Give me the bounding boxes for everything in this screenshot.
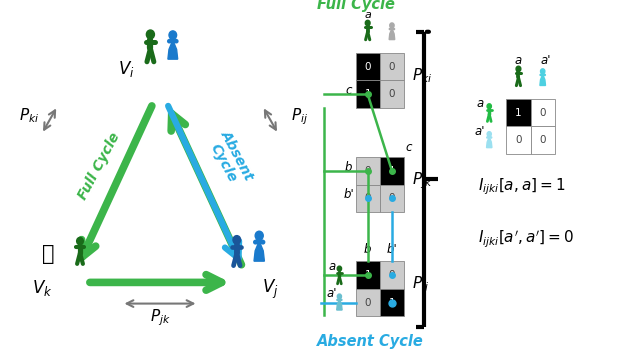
Text: 1: 1: [364, 89, 371, 99]
Text: 🏃: 🏃: [42, 244, 54, 264]
Text: a': a': [475, 125, 485, 138]
Bar: [380, 80, 404, 108]
Text: b': b': [387, 244, 397, 256]
Text: 0: 0: [515, 135, 522, 145]
Bar: [380, 261, 404, 289]
Text: a: a: [328, 260, 336, 273]
Circle shape: [169, 31, 177, 39]
Text: $V_k$: $V_k$: [32, 278, 52, 298]
Polygon shape: [540, 74, 545, 85]
Circle shape: [516, 66, 521, 72]
Text: $I_{ijki}[a, a] = 1$: $I_{ijki}[a, a] = 1$: [478, 177, 566, 197]
Text: 0: 0: [364, 193, 371, 203]
Circle shape: [390, 23, 394, 28]
Circle shape: [337, 266, 342, 271]
Circle shape: [487, 132, 492, 136]
Text: $P_{ij}$: $P_{ij}$: [291, 106, 308, 127]
Text: $P_{ki}$: $P_{ki}$: [19, 106, 40, 125]
Bar: [531, 99, 555, 126]
Text: b': b': [343, 189, 354, 201]
Text: 0: 0: [540, 108, 546, 118]
Text: 1: 1: [388, 298, 396, 307]
Circle shape: [147, 30, 154, 39]
Text: a: a: [476, 97, 484, 110]
Circle shape: [77, 237, 83, 245]
Text: Full Cycle: Full Cycle: [76, 130, 123, 202]
Polygon shape: [254, 241, 264, 261]
Text: 1: 1: [388, 166, 396, 176]
Text: b: b: [345, 161, 353, 174]
Text: c: c: [406, 141, 412, 154]
Polygon shape: [337, 299, 342, 310]
Text: 0: 0: [388, 270, 395, 280]
Text: $I_{ijki}[a', a'] = 0$: $I_{ijki}[a', a'] = 0$: [478, 229, 574, 250]
Text: $V_i$: $V_i$: [118, 59, 135, 79]
Text: $P_{ij}$: $P_{ij}$: [412, 275, 429, 295]
Bar: [356, 185, 380, 212]
Text: 0: 0: [364, 166, 371, 176]
Bar: [506, 99, 531, 126]
Circle shape: [255, 231, 263, 240]
Bar: [531, 126, 555, 154]
Circle shape: [233, 236, 241, 244]
Text: a: a: [364, 10, 371, 20]
Polygon shape: [168, 40, 178, 59]
Text: $P_{ki}$: $P_{ki}$: [412, 66, 432, 85]
Text: a': a': [327, 287, 337, 300]
Text: c: c: [346, 84, 352, 97]
Bar: [380, 289, 404, 316]
Bar: [356, 157, 380, 185]
Text: Absent Cycle: Absent Cycle: [317, 334, 424, 349]
Bar: [356, 289, 380, 316]
Text: a: a: [515, 54, 522, 66]
Text: 0: 0: [540, 135, 546, 145]
Text: 0: 0: [388, 89, 395, 99]
Text: 0: 0: [388, 62, 395, 72]
Text: $P_{jk}$: $P_{jk}$: [150, 307, 170, 328]
Text: 1: 1: [515, 108, 522, 118]
Circle shape: [541, 69, 545, 74]
Bar: [356, 53, 380, 80]
Text: 1: 1: [364, 270, 371, 280]
Text: 0: 0: [364, 62, 371, 72]
Text: $P_{jk}$: $P_{jk}$: [412, 171, 433, 191]
Circle shape: [337, 294, 342, 299]
Text: b: b: [364, 244, 371, 256]
Text: Full Cycle: Full Cycle: [317, 0, 395, 12]
Bar: [506, 126, 531, 154]
Text: 0: 0: [364, 298, 371, 307]
Text: Absent
Cycle: Absent Cycle: [204, 127, 257, 190]
Bar: [356, 80, 380, 108]
Polygon shape: [389, 28, 395, 40]
Bar: [380, 53, 404, 80]
Text: $V_j$: $V_j$: [262, 278, 279, 301]
Bar: [380, 157, 404, 185]
Circle shape: [487, 104, 492, 109]
Text: 0: 0: [388, 193, 395, 203]
Polygon shape: [486, 137, 492, 148]
Bar: [356, 261, 380, 289]
Bar: [380, 185, 404, 212]
Circle shape: [365, 20, 370, 26]
Text: a': a': [541, 54, 551, 66]
